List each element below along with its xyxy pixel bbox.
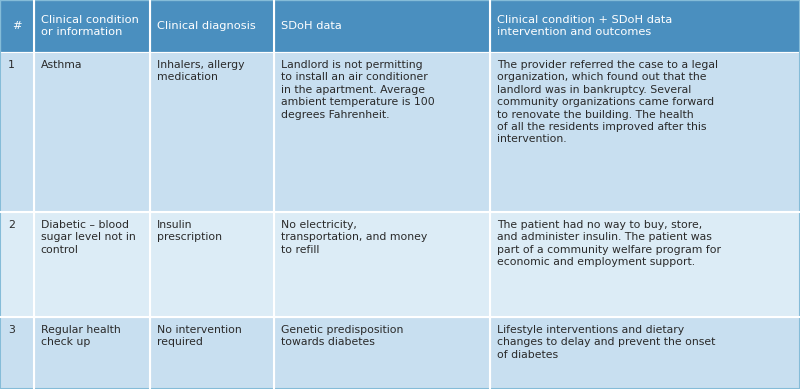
Bar (34, 52, 150, 212)
Text: Inhalers, allergy
medication: Inhalers, allergy medication (157, 60, 244, 82)
Bar (0, 317, 34, 389)
Text: #: # (12, 21, 22, 31)
Text: Asthma: Asthma (41, 60, 82, 70)
Text: Diabetic – blood
sugar level not in
control: Diabetic – blood sugar level not in cont… (41, 220, 135, 255)
Text: 2: 2 (8, 220, 15, 230)
Text: Regular health
check up: Regular health check up (41, 325, 120, 347)
Bar (490, 317, 800, 389)
Text: 3: 3 (8, 325, 15, 335)
Bar (490, 52, 800, 212)
Text: Clinical diagnosis: Clinical diagnosis (157, 21, 255, 31)
Bar (150, 0, 274, 52)
Text: The patient had no way to buy, store,
and administer insulin. The patient was
pa: The patient had no way to buy, store, an… (497, 220, 721, 267)
Bar (0, 52, 34, 212)
Text: Genetic predisposition
towards diabetes: Genetic predisposition towards diabetes (281, 325, 403, 347)
Text: No electricity,
transportation, and money
to refill: No electricity, transportation, and mone… (281, 220, 427, 255)
Bar (0, 212, 34, 317)
Bar (150, 212, 274, 317)
Text: 1: 1 (8, 60, 15, 70)
Text: No intervention
required: No intervention required (157, 325, 242, 347)
Bar (34, 212, 150, 317)
Bar (274, 212, 490, 317)
Bar (274, 52, 490, 212)
Bar (490, 212, 800, 317)
Bar (34, 0, 150, 52)
Text: The provider referred the case to a legal
organization, which found out that the: The provider referred the case to a lega… (497, 60, 718, 144)
Bar (34, 317, 150, 389)
Text: Clinical condition + SDoH data
intervention and outcomes: Clinical condition + SDoH data intervent… (497, 15, 672, 37)
Bar (490, 0, 800, 52)
Bar (274, 0, 490, 52)
Text: Lifestyle interventions and dietary
changes to delay and prevent the onset
of di: Lifestyle interventions and dietary chan… (497, 325, 715, 360)
Bar (150, 52, 274, 212)
Text: Clinical condition
or information: Clinical condition or information (41, 15, 138, 37)
Text: SDoH data: SDoH data (281, 21, 342, 31)
Bar (274, 317, 490, 389)
Text: Landlord is not permitting
to install an air conditioner
in the apartment. Avera: Landlord is not permitting to install an… (281, 60, 434, 119)
Bar (0, 0, 34, 52)
Text: Insulin
prescription: Insulin prescription (157, 220, 222, 242)
Bar (150, 317, 274, 389)
